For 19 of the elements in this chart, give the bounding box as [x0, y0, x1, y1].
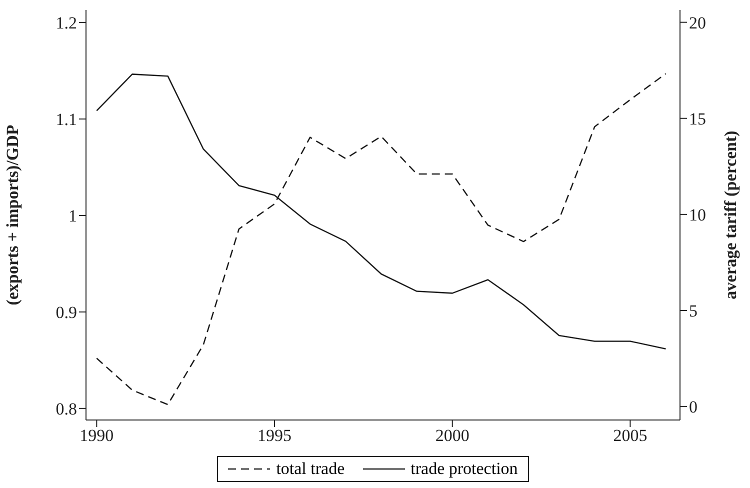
x-tick-label: 1990	[80, 426, 114, 446]
y2-tick-label: 0	[689, 398, 698, 417]
x-tick-label: 2000	[435, 426, 470, 446]
y2-tick-label: 20	[689, 13, 706, 32]
y2-tick-label: 10	[689, 205, 706, 224]
y-tick-label: 1.1	[56, 110, 77, 130]
legend-label: trade protection	[410, 459, 518, 479]
x-tick-label: 1995	[258, 426, 292, 446]
y-tick-label: 1.2	[56, 14, 77, 33]
legend-label: total trade	[276, 459, 345, 479]
y2-tick-label: 5	[689, 302, 698, 321]
y-tick-label: 0.9	[56, 302, 77, 322]
y2-tick-label: 15	[689, 109, 706, 128]
y2-axis-title: average tariff (percent)	[721, 130, 740, 300]
y-tick-label: 0.8	[56, 399, 77, 418]
x-tick-label: 2005	[613, 426, 648, 446]
line-series	[96, 73, 666, 406]
y-axis-title: (exports + imports)/GDP	[3, 124, 22, 306]
y-tick-label: 1	[68, 206, 77, 226]
